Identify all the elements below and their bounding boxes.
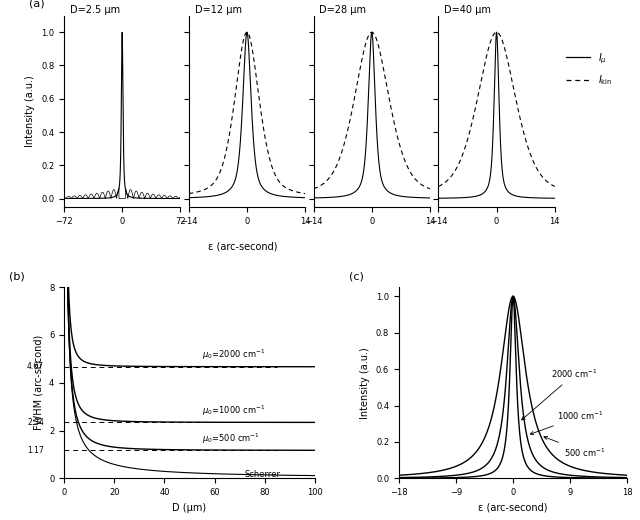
Text: 1000 cm$^{-1}$: 1000 cm$^{-1}$ (531, 410, 604, 435)
Text: 4.67: 4.67 (27, 362, 44, 371)
Text: Scherrer: Scherrer (244, 470, 281, 479)
Text: $\mu_0$=500 cm$^{-1}$: $\mu_0$=500 cm$^{-1}$ (202, 432, 260, 446)
Text: 2.34: 2.34 (27, 418, 44, 427)
Text: 1.17: 1.17 (27, 446, 44, 455)
Text: D=28 μm: D=28 μm (319, 5, 367, 15)
Text: $\mu_0$=2000 cm$^{-1}$: $\mu_0$=2000 cm$^{-1}$ (202, 348, 266, 362)
Text: 2000 cm$^{-1}$: 2000 cm$^{-1}$ (522, 368, 598, 420)
Text: D=12 μm: D=12 μm (195, 5, 242, 15)
X-axis label: ε (arc-second): ε (arc-second) (478, 503, 548, 513)
Text: (c): (c) (349, 271, 364, 281)
Text: D=2.5 μm: D=2.5 μm (70, 5, 120, 15)
Text: $\mu_0$=1000 cm$^{-1}$: $\mu_0$=1000 cm$^{-1}$ (202, 404, 266, 418)
Y-axis label: Intensity (a.u.): Intensity (a.u.) (26, 75, 35, 147)
Text: 500 cm$^{-1}$: 500 cm$^{-1}$ (544, 436, 605, 459)
Legend: $I_\mu$, $I_{\rm kin}$: $I_\mu$, $I_{\rm kin}$ (562, 47, 616, 91)
Text: ε (arc-second): ε (arc-second) (209, 242, 278, 252)
Text: (a): (a) (29, 0, 45, 8)
Y-axis label: FWHM (arc-second): FWHM (arc-second) (33, 335, 44, 431)
X-axis label: D (μm): D (μm) (172, 503, 207, 513)
Text: (b): (b) (9, 271, 24, 281)
Text: D=40 μm: D=40 μm (444, 5, 491, 15)
Y-axis label: Intensity (a.u.): Intensity (a.u.) (360, 347, 371, 419)
